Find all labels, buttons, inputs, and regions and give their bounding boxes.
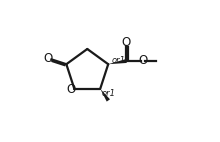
Polygon shape bbox=[108, 59, 127, 64]
Text: O: O bbox=[44, 52, 53, 65]
Text: O: O bbox=[66, 83, 75, 96]
Text: O: O bbox=[139, 55, 148, 67]
Text: O: O bbox=[122, 36, 131, 49]
Text: or1: or1 bbox=[102, 89, 116, 98]
Text: or1: or1 bbox=[112, 56, 126, 65]
Polygon shape bbox=[100, 89, 110, 102]
